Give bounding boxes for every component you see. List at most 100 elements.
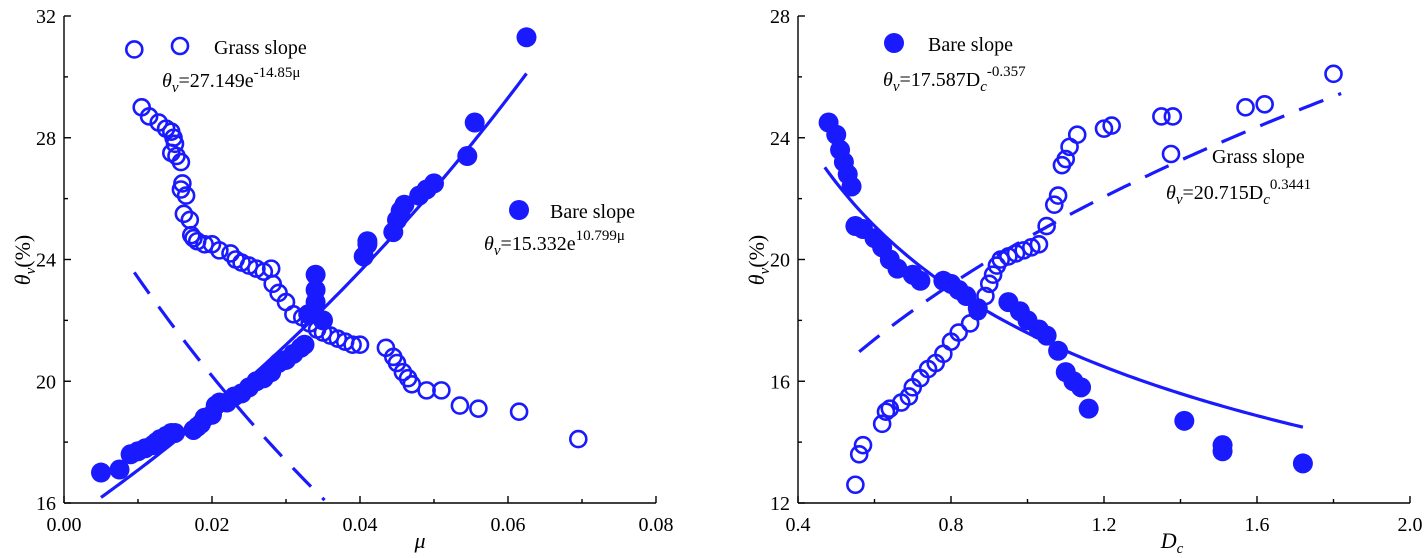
data-point-grass-slope xyxy=(171,152,191,172)
y-tick-label: 20 xyxy=(770,250,790,272)
x-tick-label: 1.2 xyxy=(1092,514,1117,536)
x-tick-label: 0.00 xyxy=(47,514,82,536)
data-point-bare-slope xyxy=(910,270,931,291)
data-point-bare-slope xyxy=(91,462,111,483)
data-point-grass-slope xyxy=(1067,125,1087,145)
chart-mu-axes: 0.00 0.02 0.04 0.06 0.08 16 20 24 28 32 xyxy=(36,6,674,536)
data-point-grass-slope xyxy=(1236,98,1255,117)
y-tick-label: 24 xyxy=(770,128,790,150)
data-point-grass-slope xyxy=(350,335,370,355)
data-point-grass-slope xyxy=(432,381,451,400)
fit-curve-bare-slope xyxy=(823,166,1304,429)
data-point-bare-slope xyxy=(457,146,478,167)
y-tick-label: 16 xyxy=(770,371,790,393)
data-point-grass-slope xyxy=(1037,216,1056,236)
data-point-grass-slope xyxy=(125,40,144,59)
data-point-bare-slope xyxy=(841,176,862,197)
chart-mu-points xyxy=(91,27,588,483)
y-axis-label: θv(%) xyxy=(744,235,773,285)
data-point-grass-slope xyxy=(1102,116,1121,135)
data-point-grass-slope xyxy=(1163,107,1183,126)
data-point-bare-slope xyxy=(394,194,415,215)
y-tick-label: 32 xyxy=(36,6,56,28)
legend-label-bare-slope: Bare slope xyxy=(550,201,635,223)
data-point-bare-slope xyxy=(464,112,485,133)
data-point-bare-slope xyxy=(165,422,185,443)
data-point-bare-slope xyxy=(424,173,444,194)
x-axis-label: μ xyxy=(413,528,425,553)
data-point-bare-slope xyxy=(1174,410,1195,431)
data-point-grass-slope xyxy=(568,429,588,449)
x-tick-label: 0.08 xyxy=(639,514,674,536)
data-point-bare-slope xyxy=(1048,340,1069,361)
data-point-grass-slope xyxy=(263,274,282,294)
chart-mu: 0.00 0.02 0.04 0.06 0.08 16 20 24 28 32 μ θv(%) G… xyxy=(10,6,674,553)
data-point-grass-slope xyxy=(983,265,1003,285)
data-point-grass-slope xyxy=(181,225,201,245)
data-point-bare-slope xyxy=(305,279,326,300)
data-point-grass-slope xyxy=(509,402,529,421)
data-point-grass-slope xyxy=(210,241,229,260)
data-point-grass-slope xyxy=(393,362,413,382)
y-tick-label: 16 xyxy=(36,493,56,515)
fit-curve-grass-slope xyxy=(858,91,1342,354)
data-point-grass-slope xyxy=(171,180,191,199)
chart-dc-points xyxy=(818,64,1343,495)
x-tick-label: 0.02 xyxy=(195,514,230,536)
data-point-grass-slope xyxy=(1255,94,1274,114)
x-axis-label: Dc xyxy=(1160,528,1184,557)
data-point-bare-slope xyxy=(357,231,378,252)
y-tick-label: 20 xyxy=(36,371,56,393)
chart-mu-labels: μ θv(%) xyxy=(10,235,426,553)
legend-marker-grass-slope xyxy=(1161,144,1181,164)
chart-dc-axes: 0.4 0.8 1.2 1.6 2.0 12 16 20 24 28 xyxy=(770,6,1423,536)
x-tick-label: 0.04 xyxy=(343,514,378,536)
data-point-grass-slope xyxy=(979,274,999,294)
data-point-bare-slope xyxy=(294,334,315,355)
legend-label-bare-slope: Bare slope xyxy=(928,34,1013,56)
data-point-bare-slope xyxy=(1071,377,1092,398)
data-point-grass-slope xyxy=(1152,107,1171,126)
y-tick-label: 12 xyxy=(770,493,790,515)
y-tick-label: 24 xyxy=(36,250,56,272)
data-point-bare-slope xyxy=(1078,398,1099,419)
data-point-grass-slope xyxy=(949,323,968,342)
data-point-bare-slope xyxy=(516,27,537,48)
data-point-grass-slope xyxy=(1324,64,1343,84)
data-point-grass-slope xyxy=(853,435,873,455)
legend-marker-grass-slope xyxy=(170,36,190,56)
data-point-grass-slope xyxy=(1029,234,1049,254)
data-point-bare-slope xyxy=(887,258,908,279)
data-point-grass-slope xyxy=(343,335,362,355)
chart-dc-legend: Bare slope θv=17.587Dc-0.357 Grass slope… xyxy=(883,33,1311,208)
y-tick-label: 28 xyxy=(770,6,790,28)
chart-dc: 0.4 0.8 1.2 1.6 2.0 12 16 20 24 28 Dc θv(%) Bare … xyxy=(744,6,1423,557)
fit-curve-grass-slope xyxy=(132,271,326,502)
legend-marker-bare-slope xyxy=(884,33,904,53)
data-point-grass-slope xyxy=(968,301,988,321)
data-point-grass-slope xyxy=(387,353,407,373)
x-tick-label: 0.8 xyxy=(939,514,964,536)
data-point-grass-slope xyxy=(174,204,194,224)
equation-grass-slope: θv=20.715Dc0.3441 xyxy=(1166,177,1311,208)
data-point-grass-slope xyxy=(1048,186,1068,205)
data-point-grass-slope xyxy=(872,414,892,434)
x-tick-label: 0.4 xyxy=(786,514,811,536)
data-point-grass-slope xyxy=(1044,195,1064,215)
data-point-grass-slope xyxy=(899,387,919,406)
data-point-grass-slope xyxy=(876,402,896,421)
data-point-grass-slope xyxy=(176,186,196,205)
legend-label-grass-slope: Grass slope xyxy=(214,37,307,59)
equation-grass-slope: θv=27.149e-14.85μ xyxy=(162,65,300,96)
data-point-bare-slope xyxy=(1212,441,1233,462)
data-point-grass-slope xyxy=(450,396,470,415)
data-point-bare-slope xyxy=(826,124,847,145)
legend-label-grass-slope: Grass slope xyxy=(1212,146,1305,168)
equation-bare-slope: θv=15.332e10.799μ xyxy=(484,228,625,259)
data-point-bare-slope xyxy=(305,264,326,285)
data-point-bare-slope xyxy=(313,310,333,331)
data-point-bare-slope xyxy=(109,459,130,480)
chart-dc-labels: Dc θv(%) xyxy=(744,235,1184,557)
data-point-grass-slope xyxy=(469,399,488,418)
